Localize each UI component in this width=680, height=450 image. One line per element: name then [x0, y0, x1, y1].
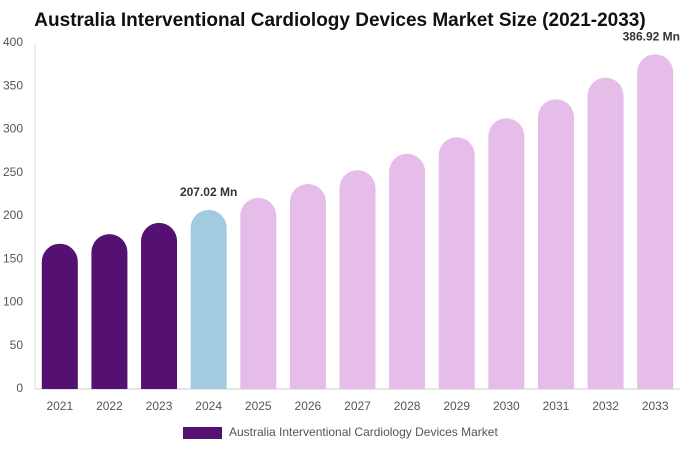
x-tick-label: 2024 — [195, 399, 222, 413]
value-label: 207.02 Mn — [180, 185, 237, 199]
value-label: 386.92 Mn — [623, 29, 680, 43]
bar — [289, 183, 326, 389]
chart-title: Australia Interventional Cardiology Devi… — [34, 10, 645, 31]
legend-swatch — [183, 427, 222, 439]
bar — [488, 118, 525, 390]
x-tick-label: 2021 — [46, 399, 73, 413]
x-tick-label: 2025 — [245, 399, 272, 413]
x-tick-label: 2032 — [592, 399, 619, 413]
x-tick-label: 2023 — [146, 399, 173, 413]
bar — [41, 243, 78, 389]
bar — [637, 54, 674, 389]
x-tick-label: 2022 — [96, 399, 123, 413]
bar — [91, 234, 128, 389]
y-tick-label: 250 — [3, 165, 23, 179]
x-tick-label: 2031 — [543, 399, 570, 413]
bar — [438, 137, 475, 389]
y-tick-label: 300 — [3, 122, 23, 136]
legend-label: Australia Interventional Cardiology Devi… — [229, 425, 498, 439]
x-tick-label: 2033 — [642, 399, 669, 413]
y-tick-label: 200 — [3, 208, 23, 222]
y-tick-label: 400 — [3, 35, 23, 49]
bar — [190, 209, 227, 389]
x-tick-label: 2027 — [344, 399, 371, 413]
y-tick-label: 150 — [3, 251, 23, 265]
y-tick-label: 350 — [3, 78, 23, 92]
bar — [339, 170, 376, 389]
bar — [141, 222, 178, 389]
bar — [587, 77, 624, 389]
bar — [537, 99, 574, 389]
x-tick-label: 2029 — [443, 399, 470, 413]
y-tick-label: 50 — [10, 338, 24, 352]
bar — [389, 153, 426, 389]
bar — [240, 197, 277, 389]
x-tick-label: 2030 — [493, 399, 520, 413]
y-tick-label: 100 — [3, 295, 23, 309]
x-tick-label: 2026 — [295, 399, 322, 413]
x-tick-label: 2028 — [394, 399, 421, 413]
y-tick-label: 0 — [16, 381, 23, 395]
